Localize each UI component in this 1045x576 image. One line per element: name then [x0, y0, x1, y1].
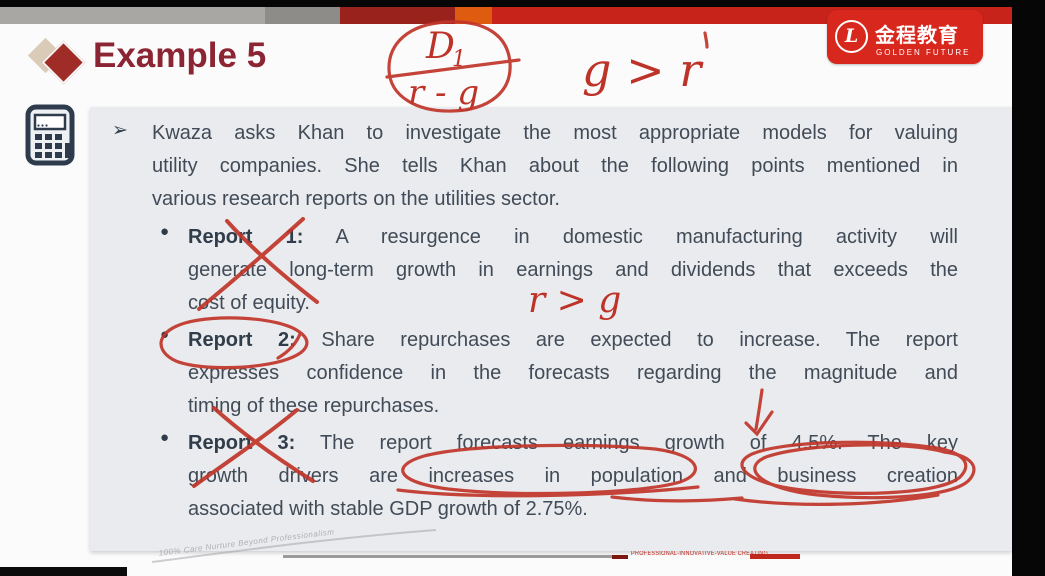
report2-line: Report 2: Share repurchases are expected…	[188, 324, 958, 357]
bottom-left-black-strip	[0, 567, 127, 576]
brand-name-en: GOLDEN FUTURE	[876, 48, 971, 57]
intro-line: various research reports on the utilitie…	[152, 188, 560, 210]
brand-name-cn: 金程教育	[875, 25, 959, 47]
report1-text: A resurgence in domestic manufacturing a…	[303, 226, 958, 248]
tick-annotation	[703, 31, 709, 49]
report3-text: The report forecasts earnings growth of …	[295, 432, 958, 454]
report3-line: growth drivers are increases in populati…	[188, 465, 958, 487]
report1-label: Report 1:	[188, 226, 304, 248]
report1-line: cost of equity.	[188, 292, 310, 314]
report1-line: generate long-term growth in earnings an…	[188, 259, 958, 281]
report3-bullet: ●	[160, 429, 170, 446]
report2-line: timing of these repurchases.	[188, 395, 440, 417]
report2-text: Share repurchases are expected to increa…	[295, 329, 958, 351]
fraction-bar-annotation	[385, 58, 521, 79]
right-black-strip	[1012, 0, 1045, 576]
top-band-gray	[0, 7, 265, 24]
report3-line: Report 3: The report forecasts earnings …	[188, 427, 958, 460]
report3-item: Report 3: The report forecasts earnings …	[188, 427, 958, 526]
page-title: Example 5	[93, 36, 267, 75]
top-band-gray2	[265, 7, 340, 24]
report2-label: Report 2:	[188, 329, 296, 351]
top-black-bar	[0, 0, 1045, 7]
intro-line: Kwaza asks Khan to investigate the most …	[152, 122, 958, 144]
formula-numerator: D	[425, 26, 455, 67]
report3-label: Report 3:	[188, 432, 296, 454]
brand-badge: L 金程教育 GOLDEN FUTURE	[827, 10, 983, 64]
top-band-orange	[455, 7, 492, 24]
formula-circle-annotation	[387, 20, 512, 113]
report2-item: Report 2: Share repurchases are expected…	[188, 324, 958, 423]
report2-bullet: ●	[160, 326, 170, 343]
g-greater-r-annotation: g > r	[582, 43, 704, 97]
top-band-darkred	[340, 7, 455, 24]
report1-bullet: ●	[160, 223, 170, 240]
intro-paragraph: Kwaza asks Khan to investigate the most …	[152, 117, 958, 216]
intro-arrow-bullet: ➢	[112, 120, 128, 141]
footer-line-red	[750, 554, 800, 559]
report1-item: Report 1: A resurgence in domestic manuf…	[188, 221, 958, 320]
footer-line-gray	[283, 555, 612, 558]
report1-line: Report 1: A resurgence in domestic manuf…	[188, 221, 958, 254]
report2-line: expresses confidence in the forecasts re…	[188, 362, 958, 384]
calculator-icon	[25, 104, 75, 166]
formula-numerator-sub: 1	[452, 47, 466, 72]
brand-seal-icon: L	[835, 20, 868, 53]
footer-slogan: PROFESSIONAL-INNOVATIVE-VALUE CREATING	[631, 551, 769, 557]
report3-line: associated with stable GDP growth of 2.7…	[188, 498, 588, 520]
intro-line: utility companies. She tells Khan about …	[152, 155, 958, 177]
footer-line-darkred	[612, 555, 628, 559]
